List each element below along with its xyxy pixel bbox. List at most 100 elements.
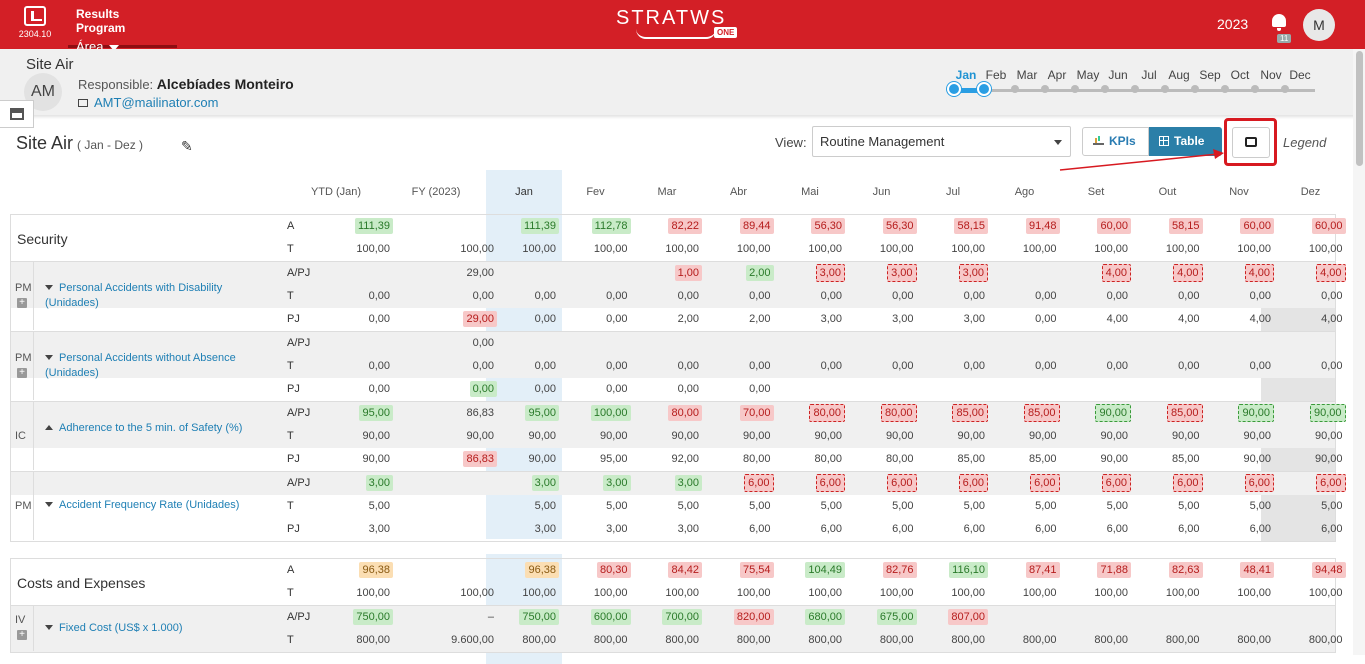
table-cell[interactable]: 800,00 (1131, 629, 1207, 652)
table-cell[interactable]: 56,30 (845, 215, 921, 238)
table-cell[interactable]: 60,00 (1274, 215, 1350, 238)
table-cell[interactable]: 4,00 (1274, 262, 1350, 285)
month-label-aug[interactable]: Aug (1168, 68, 1190, 82)
app-home-button[interactable]: 2304.10 (12, 6, 58, 46)
table-cell[interactable]: 800,00 (773, 629, 849, 652)
table-cell[interactable]: 75,54 (702, 559, 778, 582)
table-cell[interactable]: 80,00 (630, 402, 706, 425)
table-cell[interactable]: 80,00 (773, 448, 849, 471)
table-cell[interactable]: 90,00 (1059, 448, 1135, 471)
table-cell[interactable]: 90,00 (916, 425, 992, 448)
table-cell[interactable]: 0,00 (702, 378, 778, 401)
month-label-may[interactable]: May (1076, 68, 1100, 82)
table-cell[interactable]: 6,00 (702, 472, 778, 495)
table-cell[interactable]: 56,30 (773, 215, 849, 238)
table-cell[interactable]: 0,00 (1059, 355, 1135, 378)
pencil-icon[interactable]: ✎ (181, 138, 193, 154)
table-cell[interactable]: 90,00 (1274, 402, 1350, 425)
table-cell[interactable]: 3,00 (916, 262, 992, 285)
table-cell[interactable]: 0,00 (559, 378, 635, 401)
table-cell[interactable]: 3,00 (630, 472, 706, 495)
table-cell[interactable]: 90,00 (401, 425, 501, 448)
table-cell[interactable]: 116,10 (916, 559, 992, 582)
table-cell[interactable]: 90,00 (1202, 448, 1278, 471)
kpi-name-link[interactable]: Personal Accidents with Disability (Unid… (45, 281, 245, 311)
table-cell[interactable]: 0,00 (702, 285, 778, 308)
table-cell[interactable]: 5,00 (1274, 495, 1350, 518)
table-cell[interactable]: 5,00 (773, 495, 849, 518)
table-cell[interactable]: 90,00 (487, 425, 563, 448)
table-cell[interactable]: 6,00 (916, 472, 992, 495)
table-cell[interactable]: 2,00 (702, 308, 778, 331)
table-cell[interactable]: 90,00 (487, 448, 563, 471)
table-cell[interactable]: 90,00 (297, 448, 397, 471)
table-cell[interactable]: 29,00 (401, 308, 501, 331)
table-cell[interactable]: 0,00 (916, 285, 992, 308)
table-cell[interactable]: 60,00 (1059, 215, 1135, 238)
table-cell[interactable]: 60,00 (1202, 215, 1278, 238)
table-cell[interactable]: 90,00 (1202, 402, 1278, 425)
table-cell[interactable]: 100,00 (487, 582, 563, 605)
table-cell[interactable]: 3,00 (297, 518, 397, 541)
table-cell[interactable]: 6,00 (1274, 472, 1350, 495)
table-cell[interactable]: 800,00 (630, 629, 706, 652)
table-cell[interactable]: 6,00 (1202, 518, 1278, 541)
table-cell[interactable]: 90,00 (1274, 425, 1350, 448)
table-cell[interactable]: 80,00 (845, 448, 921, 471)
table-cell[interactable]: 100,00 (1131, 238, 1207, 261)
table-cell[interactable]: 90,00 (1059, 402, 1135, 425)
table-cell[interactable]: 0,00 (1274, 355, 1350, 378)
table-cell[interactable]: 3,00 (297, 472, 397, 495)
kpi-name-link[interactable]: Personal Accidents without Absence (Unid… (45, 351, 245, 381)
table-cell[interactable]: 29,00 (401, 262, 501, 285)
table-cell[interactable]: 95,00 (559, 448, 635, 471)
table-cell[interactable]: 90,00 (1131, 425, 1207, 448)
table-cell[interactable]: 100,00 (559, 402, 635, 425)
table-cell[interactable]: 90,00 (845, 425, 921, 448)
table-cell[interactable]: 0,00 (297, 355, 397, 378)
table-cell[interactable]: 0,00 (1202, 285, 1278, 308)
table-cell[interactable]: 85,00 (916, 448, 992, 471)
table-cell[interactable]: 0,00 (401, 285, 501, 308)
table-cell[interactable]: 100,00 (773, 238, 849, 261)
table-cell[interactable]: 2,00 (702, 262, 778, 285)
table-cell[interactable]: 4,00 (1202, 308, 1278, 331)
month-label-mar[interactable]: Mar (1016, 68, 1038, 82)
table-cell[interactable]: 3,00 (845, 308, 921, 331)
table-cell[interactable]: 90,00 (702, 425, 778, 448)
table-cell[interactable]: 800,00 (988, 629, 1064, 652)
table-cell[interactable]: 89,44 (702, 215, 778, 238)
table-cell[interactable]: 1,00 (630, 262, 706, 285)
table-cell[interactable]: 6,00 (845, 472, 921, 495)
legend-link[interactable]: Legend (1283, 135, 1327, 150)
table-cell[interactable]: 86,83 (401, 448, 501, 471)
table-cell[interactable]: 85,00 (1131, 448, 1207, 471)
table-cell[interactable]: 0,00 (401, 378, 501, 401)
table-cell[interactable]: 800,00 (916, 629, 992, 652)
table-cell[interactable]: 6,00 (773, 472, 849, 495)
table-cell[interactable]: 80,00 (773, 402, 849, 425)
table-cell[interactable]: 100,00 (988, 238, 1064, 261)
table-cell[interactable]: 95,00 (487, 402, 563, 425)
table-cell[interactable]: 0,00 (1131, 285, 1207, 308)
month-label-oct[interactable]: Oct (1230, 68, 1250, 82)
table-cell[interactable]: 0,00 (988, 355, 1064, 378)
table-cell[interactable]: 0,00 (297, 308, 397, 331)
month-range-slider[interactable]: Jan Feb Mar Apr May Jun Jul Aug Sep Oct Nov Dec (947, 68, 1320, 98)
table-button[interactable]: Table (1149, 127, 1222, 156)
table-cell[interactable]: 90,00 (559, 425, 635, 448)
table-cell[interactable]: 5,00 (297, 495, 397, 518)
table-cell[interactable]: 5,00 (1202, 495, 1278, 518)
table-cell[interactable]: 6,00 (988, 518, 1064, 541)
table-cell[interactable]: 71,88 (1059, 559, 1135, 582)
table-cell[interactable]: 85,00 (916, 402, 992, 425)
table-cell[interactable]: 100,00 (845, 238, 921, 261)
table-cell[interactable]: 95,00 (297, 402, 397, 425)
table-cell[interactable]: 90,00 (1202, 425, 1278, 448)
table-cell[interactable]: 90,00 (297, 425, 397, 448)
table-cell[interactable]: 100,00 (702, 238, 778, 261)
table-cell[interactable]: 100,00 (1274, 238, 1350, 261)
table-cell[interactable]: 0,00 (988, 308, 1064, 331)
table-cell[interactable]: 6,00 (916, 518, 992, 541)
table-cell[interactable]: 5,00 (916, 495, 992, 518)
